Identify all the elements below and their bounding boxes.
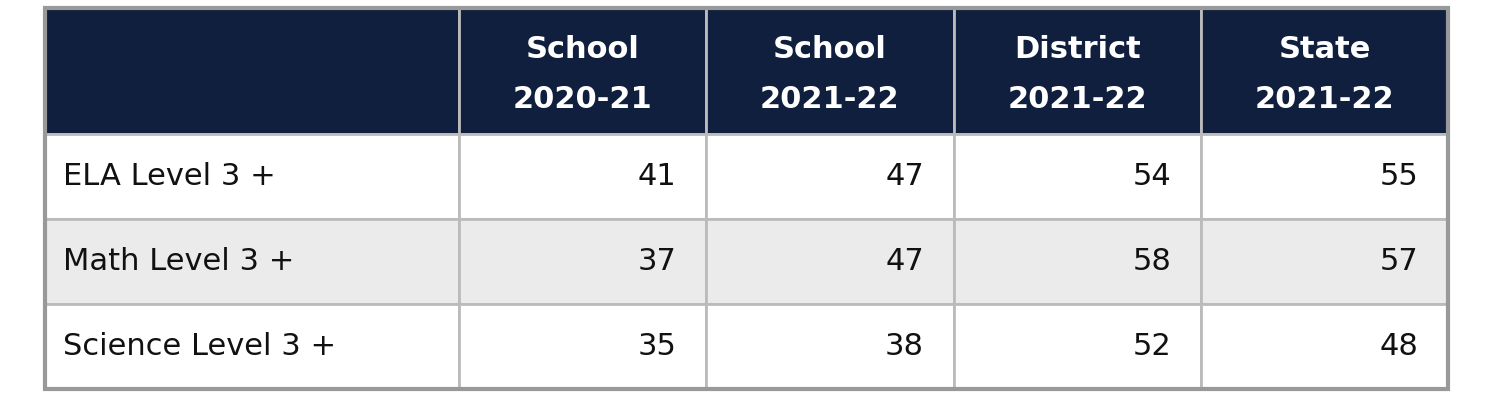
Text: 52: 52 <box>1132 332 1171 361</box>
Text: 55: 55 <box>1380 162 1418 191</box>
Text: 41: 41 <box>638 162 676 191</box>
Bar <box>1200 219 1448 304</box>
Text: 47: 47 <box>885 162 924 191</box>
Text: Math Level 3 +: Math Level 3 + <box>63 247 294 276</box>
Bar <box>458 134 706 219</box>
Bar <box>45 304 458 389</box>
Bar <box>45 219 458 304</box>
Text: Science Level 3 +: Science Level 3 + <box>63 332 336 361</box>
Text: 54: 54 <box>1132 162 1171 191</box>
Bar <box>458 304 706 389</box>
Text: 2021-22: 2021-22 <box>1008 85 1147 114</box>
Bar <box>1200 8 1448 134</box>
Text: 2021-22: 2021-22 <box>760 85 900 114</box>
Text: 47: 47 <box>885 247 924 276</box>
Text: 58: 58 <box>1132 247 1171 276</box>
Text: 2020-21: 2020-21 <box>512 85 652 114</box>
Bar <box>458 8 706 134</box>
Bar <box>954 134 1200 219</box>
Bar <box>706 134 954 219</box>
Text: 48: 48 <box>1380 332 1418 361</box>
Bar <box>1200 134 1448 219</box>
Bar <box>954 219 1200 304</box>
Bar <box>954 8 1200 134</box>
Bar <box>954 304 1200 389</box>
Bar <box>706 219 954 304</box>
Text: School: School <box>526 35 639 64</box>
Text: 2021-22: 2021-22 <box>1254 85 1394 114</box>
Bar <box>706 8 954 134</box>
Text: District: District <box>1014 35 1141 64</box>
Text: School: School <box>773 35 887 64</box>
Text: ELA Level 3 +: ELA Level 3 + <box>63 162 276 191</box>
Text: 35: 35 <box>638 332 676 361</box>
Text: 38: 38 <box>885 332 924 361</box>
Text: State: State <box>1278 35 1371 64</box>
Bar <box>1200 304 1448 389</box>
Text: 57: 57 <box>1380 247 1418 276</box>
Text: 37: 37 <box>638 247 676 276</box>
Bar <box>45 134 458 219</box>
Bar <box>706 304 954 389</box>
Bar <box>45 8 458 134</box>
Bar <box>458 219 706 304</box>
